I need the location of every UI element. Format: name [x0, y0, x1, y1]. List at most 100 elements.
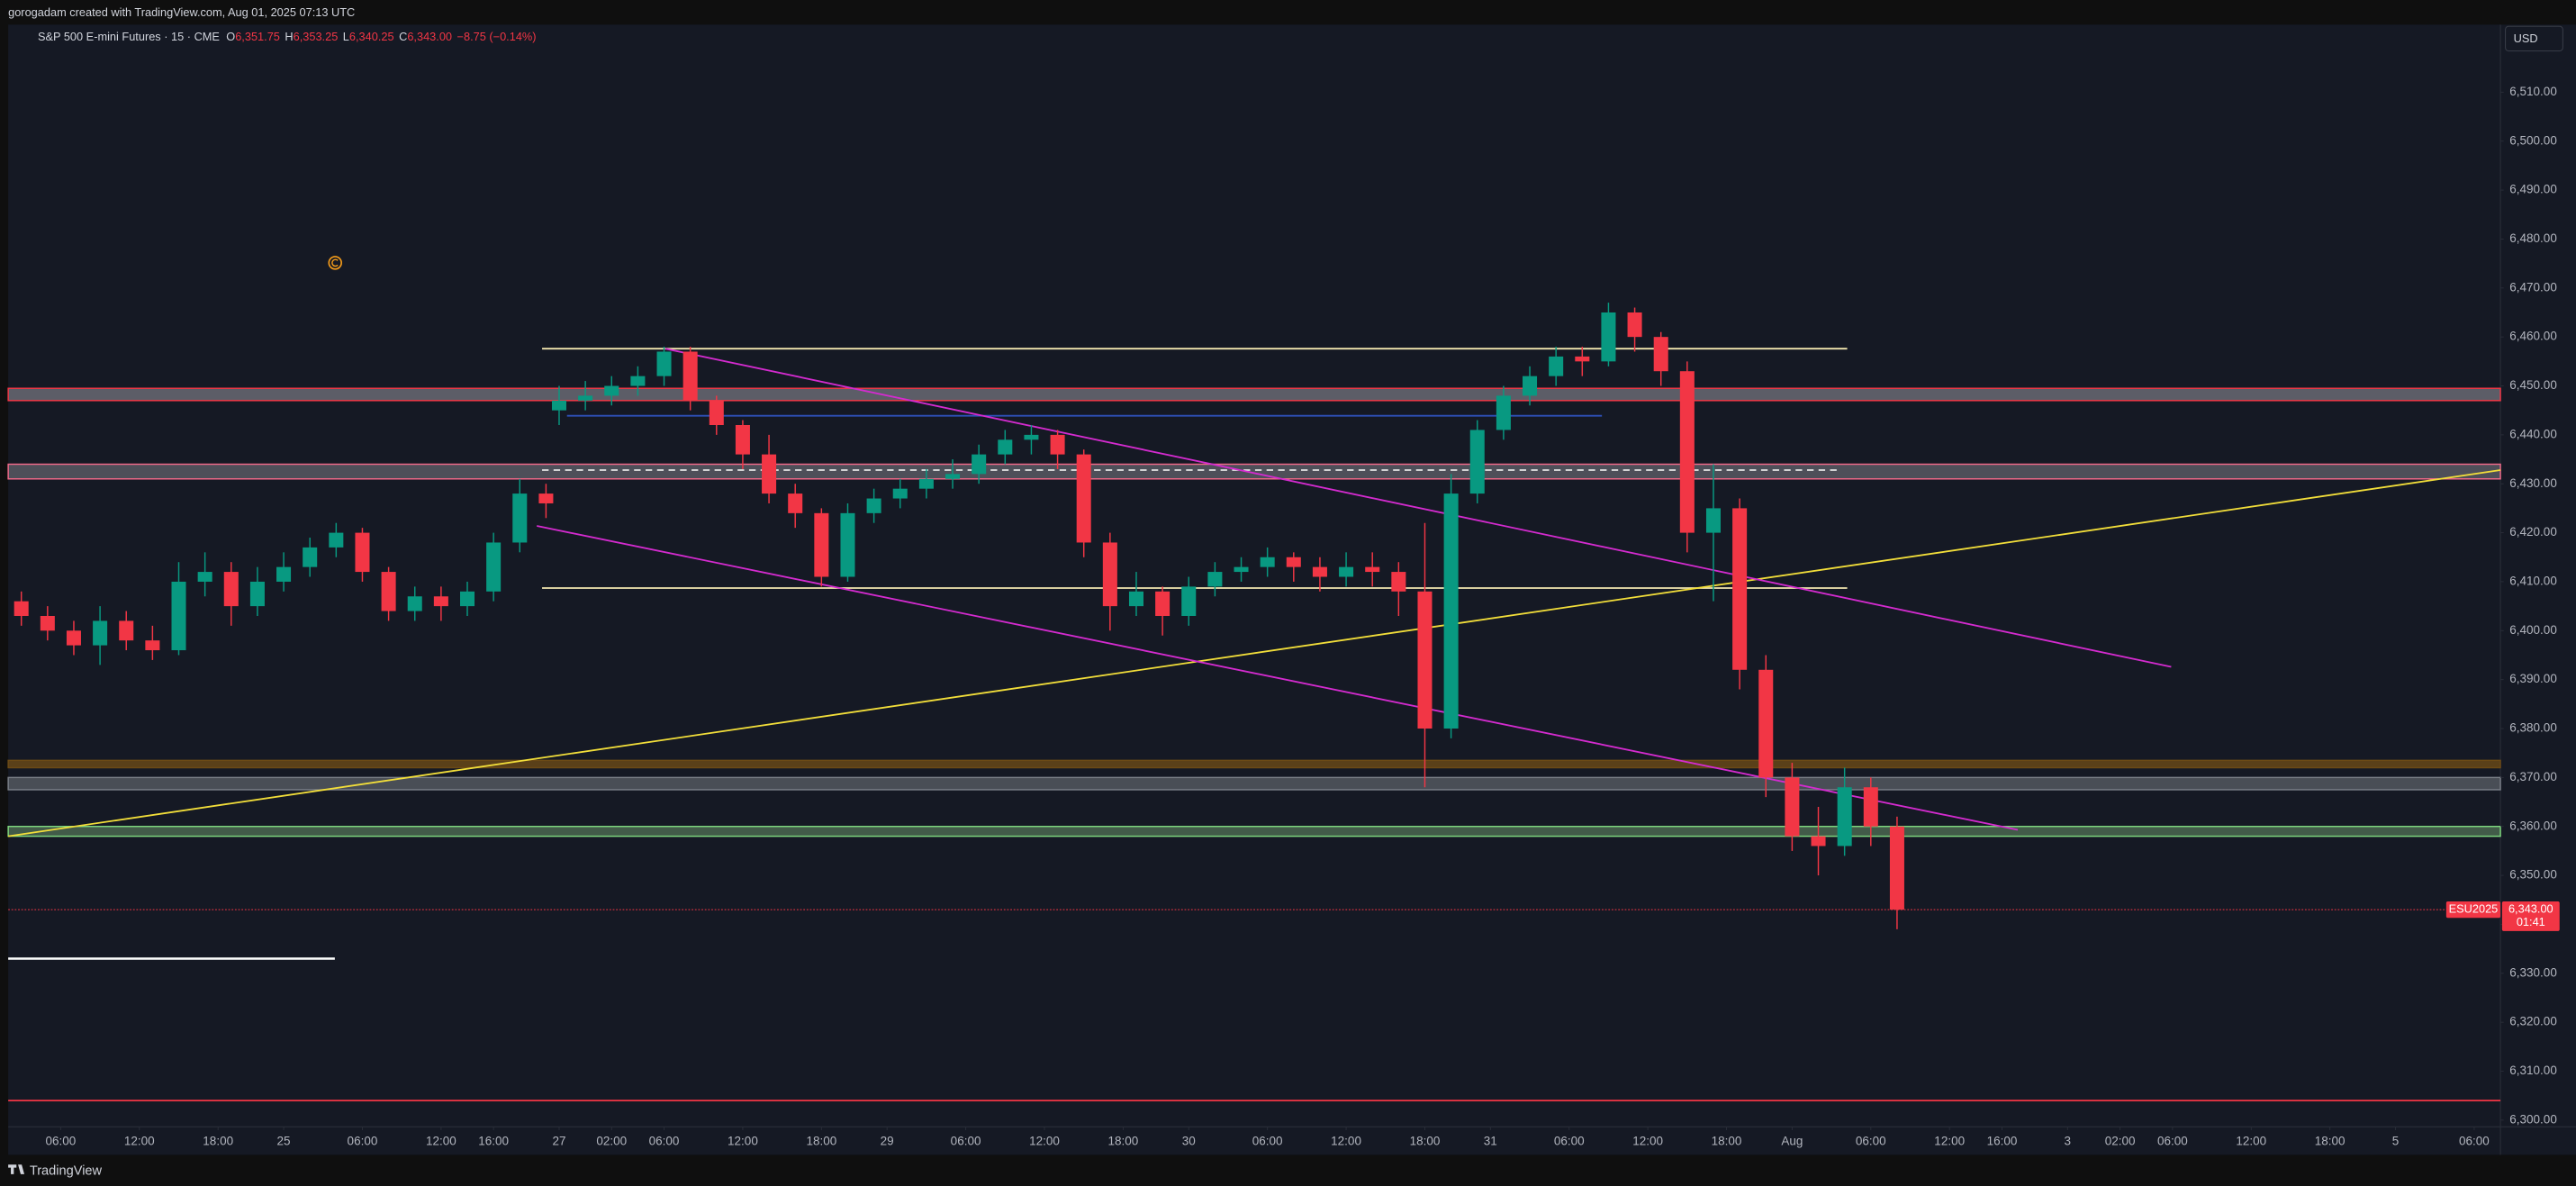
- ohlc-value: 6,343.00: [407, 30, 452, 43]
- x-tick-label: 18:00: [2315, 1134, 2346, 1147]
- candle-body: [1679, 371, 1695, 533]
- x-tick-label: 02:00: [596, 1134, 627, 1147]
- candle-body: [840, 512, 855, 577]
- trend-line: [664, 348, 2172, 668]
- candle-body: [1811, 836, 1826, 846]
- price-zone: [7, 387, 2501, 402]
- ohlc-value: 6,353.25: [294, 30, 339, 43]
- chart-pane: [8, 24, 2501, 1155]
- trend-line: [537, 525, 2019, 831]
- candle-body: [433, 596, 448, 607]
- candle-body: [1653, 337, 1668, 372]
- candle-body: [486, 542, 502, 592]
- zones: [7, 387, 2501, 837]
- currency-button[interactable]: USD: [2504, 25, 2563, 52]
- x-tick-label: 18:00: [203, 1134, 233, 1147]
- candle-body: [119, 620, 134, 641]
- y-tick-label: 6,480.00: [2509, 231, 2557, 245]
- candle-body: [1837, 787, 1852, 846]
- candle-body: [1758, 669, 1774, 778]
- candle-body: [1102, 542, 1117, 607]
- price-tag: [2501, 901, 2560, 931]
- candle-body: [1024, 434, 1039, 440]
- x-tick-label: 18:00: [1410, 1134, 1441, 1147]
- y-tick-label: 6,440.00: [2509, 427, 2557, 440]
- candle-body: [1234, 566, 1249, 573]
- candle-body: [788, 493, 803, 513]
- brand-name: TradingView: [30, 1163, 103, 1178]
- x-tick-label: 06:00: [2157, 1134, 2188, 1147]
- candle-body: [918, 478, 934, 489]
- x-tick-label: 12:00: [2236, 1134, 2266, 1147]
- ohlc-value: 6,340.25: [349, 30, 394, 43]
- y-tick-label: 6,300.00: [2509, 1112, 2557, 1126]
- price-zone: [7, 825, 2501, 837]
- symbol-title: S&P 500 E-mini Futures · 15 · CME: [38, 30, 220, 43]
- y-tick-label: 6,500.00: [2509, 133, 2557, 147]
- price-zone: [7, 759, 2501, 769]
- y-tick-label: 6,330.00: [2509, 965, 2557, 979]
- candle-body: [682, 351, 698, 401]
- x-tick-label: 12:00: [124, 1134, 155, 1147]
- candle-body: [1286, 557, 1301, 567]
- x-tick-label: 31: [1484, 1134, 1497, 1147]
- candle-body: [1469, 430, 1485, 494]
- candle-body: [1312, 566, 1327, 577]
- candle-body: [1705, 508, 1721, 533]
- candle-body: [1155, 591, 1170, 616]
- currency-label[interactable]: USD: [2514, 32, 2538, 45]
- candle-body: [459, 591, 475, 607]
- change: −8.75 (−0.14%): [457, 30, 537, 43]
- price-label: 6,343.00: [2508, 902, 2553, 916]
- candle-body: [223, 572, 239, 607]
- candle-body: [1549, 356, 1564, 376]
- ohlc-letter: H: [285, 30, 293, 43]
- x-tick-label: 02:00: [2105, 1134, 2136, 1147]
- candle-body: [1863, 787, 1878, 827]
- candle-body: [1128, 591, 1143, 607]
- x-tick-label: 12:00: [1029, 1134, 1060, 1147]
- candle-body: [1076, 454, 1091, 543]
- credit: gorogadam created with TradingView.com, …: [8, 5, 355, 19]
- candle-body: [998, 439, 1013, 455]
- candle-body: [578, 395, 593, 401]
- countdown-label: 01:41: [2517, 915, 2545, 928]
- candle-body: [14, 601, 29, 616]
- x-tick-label: 06:00: [1554, 1134, 1585, 1147]
- x-tick-label: 06:00: [348, 1134, 378, 1147]
- symbol-tag: [2445, 901, 2501, 919]
- candle-body: [538, 493, 554, 503]
- candle-body: [762, 454, 777, 494]
- candle-body: [197, 572, 212, 582]
- y-tick-label: 6,310.00: [2509, 1064, 2557, 1077]
- axes: 6,300.006,310.006,320.006,330.006,340.00…: [8, 85, 2560, 1147]
- y-tick-label: 6,350.00: [2509, 868, 2557, 882]
- y-tick-label: 6,390.00: [2509, 672, 2557, 685]
- y-tick-label: 6,320.00: [2509, 1015, 2557, 1028]
- candle-body: [1207, 572, 1223, 587]
- x-tick-label: 06:00: [1856, 1134, 1886, 1147]
- x-tick-label: 18:00: [1108, 1134, 1139, 1147]
- y-tick-label: 6,470.00: [2509, 280, 2557, 294]
- price-zone: [7, 776, 2501, 791]
- x-tick-label: 18:00: [1712, 1134, 1742, 1147]
- x-tick-label: 06:00: [1252, 1134, 1283, 1147]
- currency-box[interactable]: [2504, 25, 2563, 52]
- candle-body: [1365, 566, 1380, 573]
- candle-body: [1443, 493, 1459, 729]
- candle-body: [1627, 312, 1642, 338]
- candle-body: [1260, 557, 1275, 567]
- trend-line: [7, 469, 2501, 837]
- x-tick-label: 12:00: [728, 1134, 758, 1147]
- candle-body: [1523, 376, 1538, 396]
- y-tick-label: 6,400.00: [2509, 623, 2557, 637]
- x-tick-label: 30: [1182, 1134, 1196, 1147]
- candle-body: [66, 630, 81, 646]
- candle-body: [276, 566, 292, 582]
- brand: TradingView: [8, 1163, 103, 1178]
- x-tick-label: 06:00: [2459, 1134, 2490, 1147]
- ohlc-letter: C: [399, 30, 407, 43]
- y-tick-label: 6,490.00: [2509, 183, 2557, 196]
